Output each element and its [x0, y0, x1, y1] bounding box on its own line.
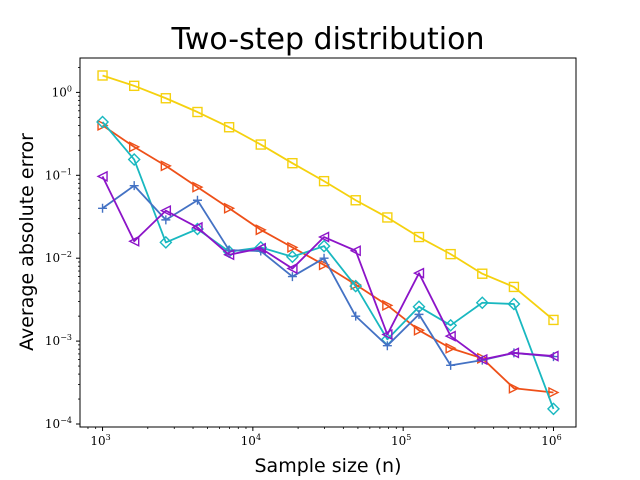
data-point-blue-plus-6 — [287, 272, 297, 282]
data-point-purple-triangle-left-3 — [191, 221, 203, 234]
x-axis-label: Sample size (n) — [254, 455, 401, 477]
data-point-blue-plus-10 — [414, 309, 424, 319]
data-point-purple-triangle-left-2 — [159, 204, 172, 217]
data-point-yellow-square-11 — [445, 248, 456, 260]
chart-title: Two-step distribution — [170, 22, 484, 57]
x-tick-label-3: 106 — [541, 433, 561, 448]
y-axis-label: Average absolute error — [16, 133, 38, 351]
data-point-yellow-square-2 — [160, 93, 172, 104]
plot-frame — [79, 57, 577, 428]
data-point-blue-plus-9 — [382, 341, 392, 351]
data-point-purple-triangle-left-6 — [286, 262, 298, 275]
data-point-purple-triangle-left-10 — [412, 267, 425, 279]
data-point-yellow-square-7 — [318, 175, 330, 187]
x-tick-label-1: 104 — [241, 433, 261, 448]
data-point-orange-triangle-right-9 — [382, 299, 394, 311]
data-point-purple-triangle-left-4 — [223, 249, 235, 261]
data-point-purple-triangle-left-7 — [317, 231, 330, 243]
data-point-blue-plus-11 — [446, 360, 456, 370]
data-point-purple-triangle-left-9 — [381, 328, 393, 341]
data-point-yellow-square-10 — [413, 231, 425, 243]
x-tick-label-2: 105 — [391, 433, 411, 448]
data-point-cyan-diamond-8 — [349, 279, 363, 293]
series-orange-triangle-right — [97, 119, 560, 399]
data-point-yellow-square-14 — [548, 314, 559, 326]
data-point-yellow-square-1 — [128, 80, 140, 92]
data-point-purple-triangle-left-11 — [444, 330, 456, 342]
data-point-yellow-square-6 — [287, 157, 298, 169]
data-point-orange-triangle-right-14 — [548, 386, 560, 399]
y-tick-label-3: 10−1 — [45, 167, 72, 182]
x-axis: 103 104 105 106 — [87, 427, 562, 448]
data-point-cyan-diamond-14 — [546, 402, 560, 416]
data-point-purple-triangle-left-0 — [96, 170, 108, 183]
data-point-cyan-diamond-13 — [507, 297, 521, 311]
data-point-yellow-square-4 — [223, 122, 235, 133]
data-point-purple-triangle-left-5 — [254, 242, 266, 254]
series-blue-plus — [98, 181, 558, 370]
series-purple-triangle-left — [96, 170, 559, 366]
series-layer — [96, 70, 560, 416]
data-point-cyan-diamond-11 — [444, 318, 458, 332]
series-line-yellow-square — [102, 74, 555, 321]
data-point-blue-plus-3 — [192, 195, 202, 205]
data-point-blue-plus-1 — [129, 181, 139, 191]
data-point-yellow-square-5 — [255, 139, 266, 150]
x-tick-label-0: 103 — [90, 433, 110, 448]
data-point-cyan-diamond-6 — [285, 250, 299, 264]
data-point-orange-triangle-right-11 — [445, 342, 457, 354]
data-point-orange-triangle-right-1 — [128, 141, 141, 153]
y-tick-label-4: 100 — [52, 84, 72, 99]
data-point-blue-plus-7 — [319, 253, 329, 263]
data-point-cyan-diamond-0 — [96, 115, 110, 129]
data-point-blue-plus-2 — [161, 215, 171, 225]
data-point-purple-triangle-left-12 — [476, 353, 488, 366]
data-point-yellow-square-3 — [192, 106, 203, 118]
y-tick-label-1: 10−3 — [45, 333, 72, 348]
series-yellow-square — [97, 70, 559, 326]
series-line-cyan-diamond — [101, 121, 555, 410]
data-point-cyan-diamond-12 — [475, 296, 489, 310]
data-point-cyan-diamond-1 — [127, 153, 141, 167]
data-point-blue-plus-0 — [98, 203, 108, 213]
series-line-purple-triangle-left — [101, 176, 554, 361]
data-point-yellow-square-12 — [477, 268, 488, 279]
data-point-orange-triangle-right-10 — [413, 324, 426, 336]
data-point-orange-triangle-right-13 — [508, 382, 520, 394]
series-line-orange-triangle-right — [102, 124, 554, 394]
y-axis: 10−4 10−3 10−2 10−1 100 — [45, 67, 80, 431]
data-point-blue-plus-8 — [351, 311, 361, 321]
y-tick-label-0: 10−4 — [45, 416, 72, 431]
data-point-yellow-square-9 — [382, 212, 393, 223]
data-point-purple-triangle-left-8 — [349, 245, 361, 257]
data-point-purple-triangle-left-1 — [128, 235, 140, 247]
data-point-cyan-diamond-2 — [159, 235, 173, 249]
data-point-orange-triangle-right-6 — [287, 241, 299, 254]
data-point-yellow-square-0 — [97, 70, 108, 81]
data-point-cyan-diamond-7 — [317, 239, 331, 253]
data-point-orange-triangle-right-2 — [160, 160, 172, 172]
data-point-purple-triangle-left-14 — [547, 350, 559, 362]
y-tick-label-2: 10−2 — [45, 250, 72, 265]
data-point-orange-triangle-right-5 — [255, 224, 267, 236]
data-point-orange-triangle-right-3 — [192, 181, 204, 193]
data-point-purple-triangle-left-13 — [507, 347, 520, 359]
data-point-yellow-square-8 — [350, 195, 361, 206]
data-point-orange-triangle-right-4 — [223, 202, 236, 214]
data-point-yellow-square-13 — [508, 281, 520, 293]
